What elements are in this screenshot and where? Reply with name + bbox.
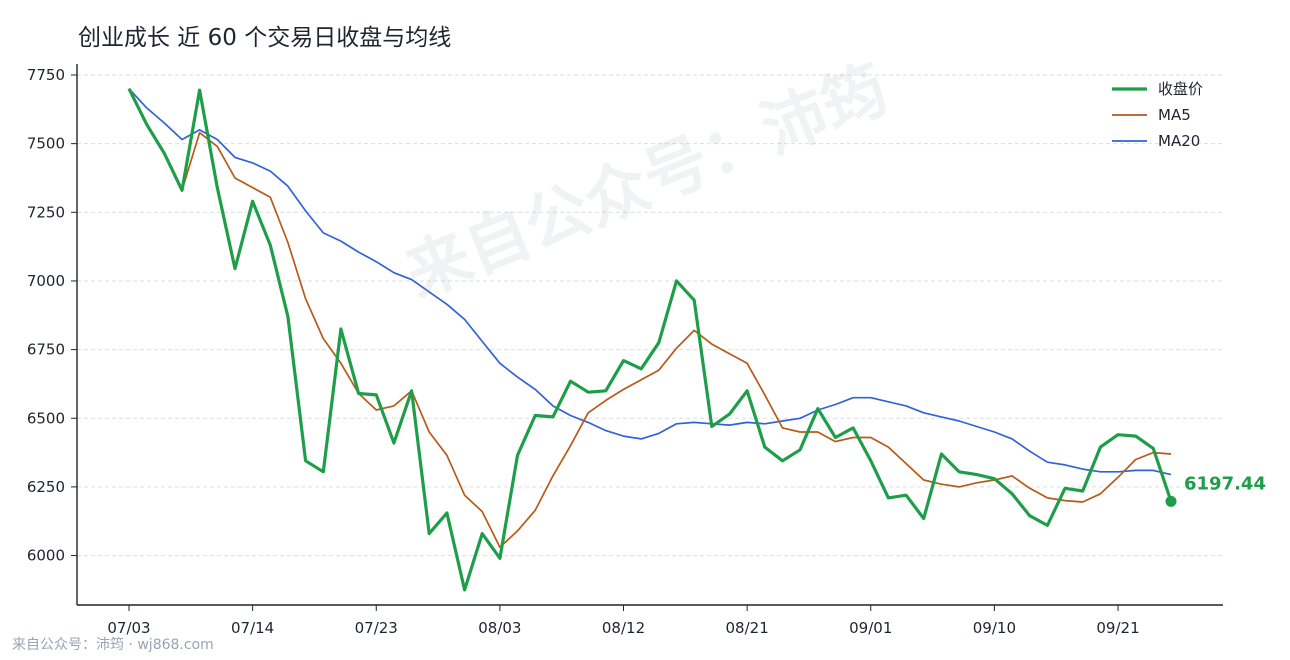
x-tick-label: 08/03	[478, 619, 521, 637]
x-tick-label: 09/10	[973, 619, 1016, 637]
y-tick-label: 7500	[27, 135, 65, 153]
last-value-label: 6197.44	[1184, 473, 1266, 494]
legend-label: 收盘价	[1158, 80, 1203, 98]
footer-source: 来自公众号：沛筠 · wj868.com	[12, 637, 214, 653]
y-tick-label: 7250	[27, 203, 65, 221]
x-tick-label: 07/14	[231, 619, 274, 637]
x-tick-label: 07/23	[355, 619, 398, 637]
y-tick-label: 7000	[27, 272, 65, 290]
axes	[76, 64, 1223, 606]
series-line-ma20	[128, 88, 1172, 476]
x-tick-label: 08/21	[726, 619, 769, 637]
y-tick-label: 6000	[27, 547, 65, 565]
chart-title: 创业成长 近 60 个交易日收盘与均线	[78, 25, 452, 51]
legend-label: MA20	[1158, 132, 1200, 150]
series-line-ma5	[128, 88, 1172, 549]
last-value-marker: 6197.44	[1165, 473, 1266, 507]
x-tick-label: 08/12	[602, 619, 645, 637]
y-tick-label: 6500	[27, 409, 65, 427]
series-lines	[127, 87, 1173, 592]
y-tick-label: 7750	[27, 66, 65, 84]
x-tick-label: 09/01	[849, 619, 892, 637]
x-axis-ticks: 07/03 07/14 07/23 08/03 08/12 08/21 09/01 09/10…	[107, 605, 1140, 637]
grid-lines	[77, 74, 1223, 557]
last-point-dot	[1165, 495, 1177, 507]
y-tick-label: 6750	[27, 341, 65, 359]
y-axis-ticks: 6000 6250 6500 6750 7000 7250 7500 7750	[27, 66, 77, 565]
x-tick-label: 07/03	[107, 619, 150, 637]
y-tick-label: 6250	[27, 478, 65, 496]
series-line-close	[127, 87, 1173, 592]
legend: 收盘价 MA5 MA20	[1112, 80, 1203, 150]
legend-label: MA5	[1158, 106, 1191, 124]
x-tick-label: 09/21	[1096, 619, 1139, 637]
